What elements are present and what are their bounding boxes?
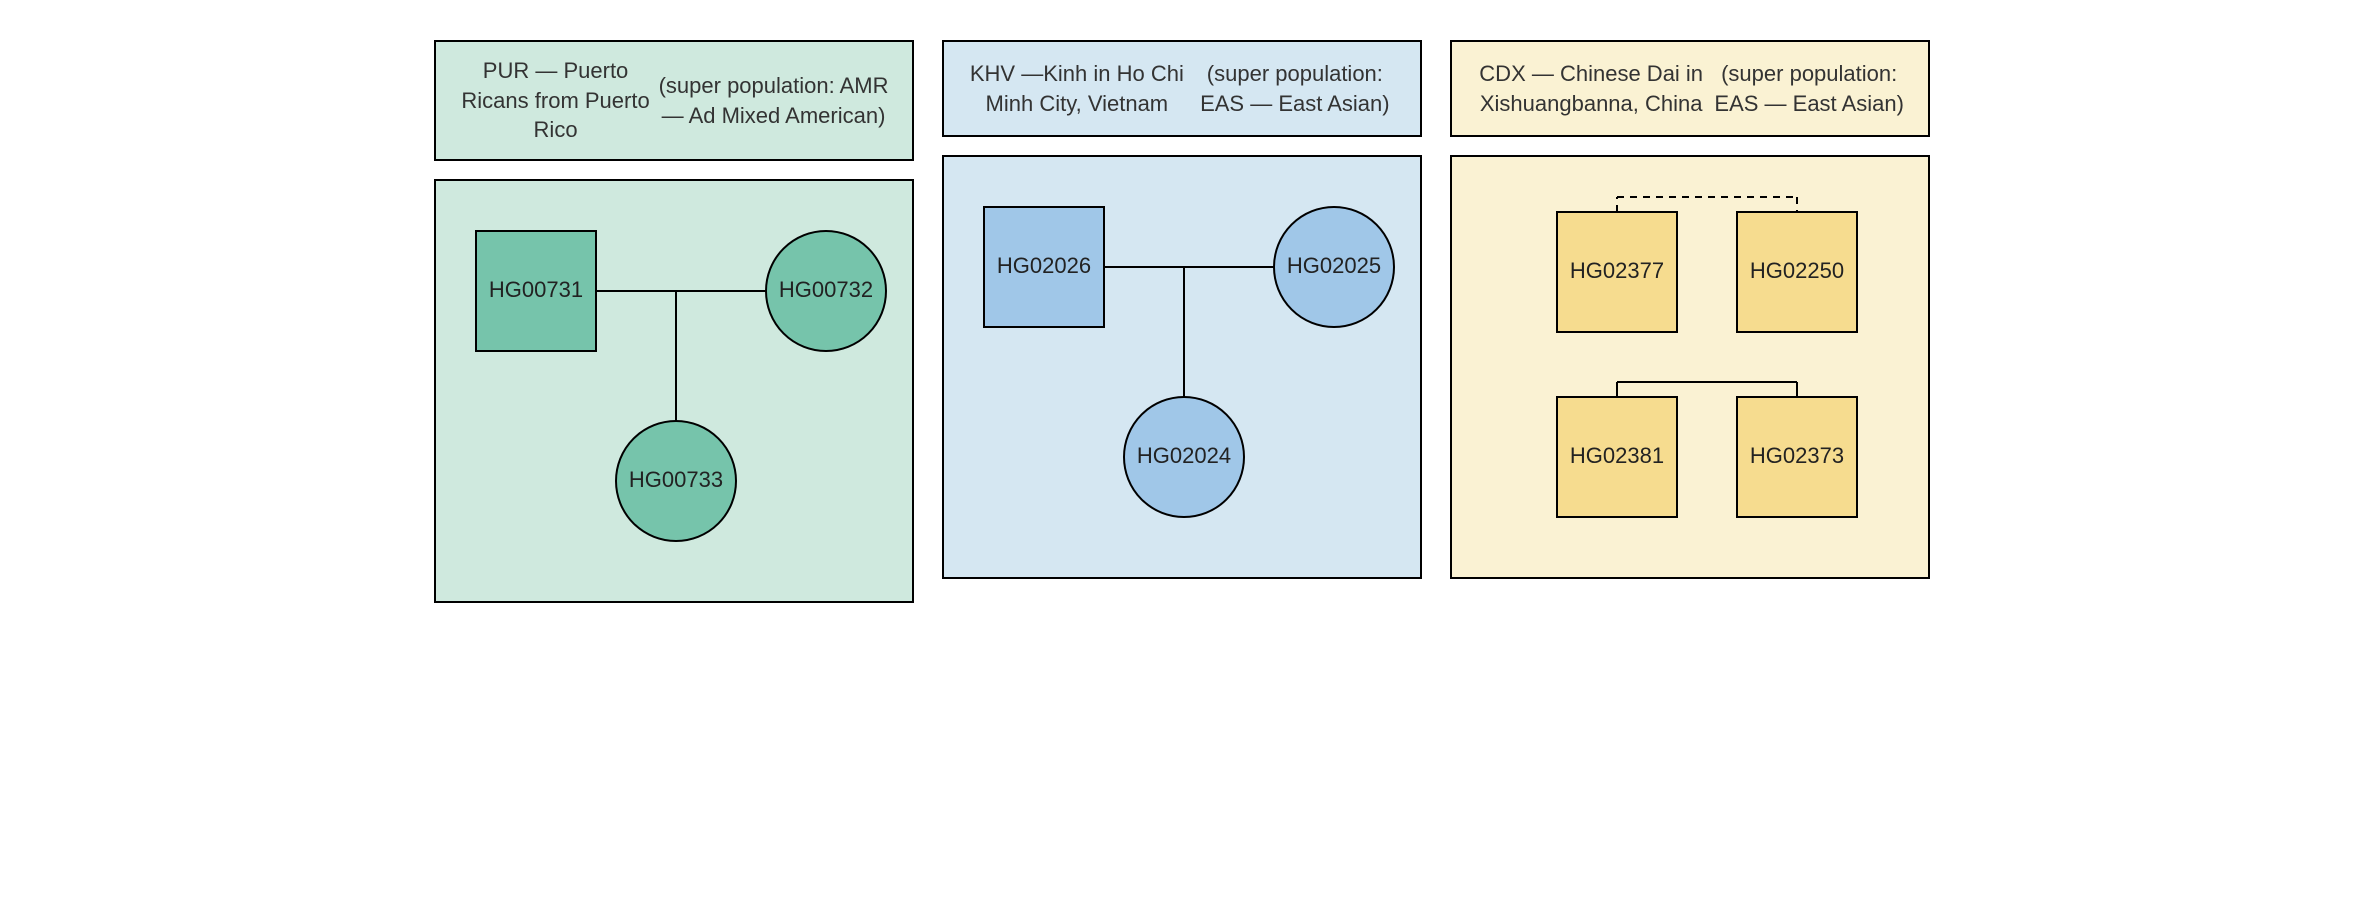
- pedigree-svg: HG02026 HG02025 HG02024: [944, 157, 1420, 573]
- node-label: HG02025: [1286, 253, 1380, 278]
- panel-cdx: CDX — Chinese Dai in Xishuangbanna, Chin…: [1450, 40, 1930, 603]
- panel-diagram: HG02026 HG02025 HG02024: [942, 155, 1422, 579]
- node-label: HG02373: [1749, 443, 1843, 468]
- node-label: HG02381: [1569, 443, 1663, 468]
- panel-pur: PUR — Puerto Ricans from Puerto Rico(sup…: [434, 40, 914, 603]
- node-label: HG02026: [996, 253, 1090, 278]
- panel-header: PUR — Puerto Ricans from Puerto Rico(sup…: [434, 40, 914, 161]
- panel-header: CDX — Chinese Dai in Xishuangbanna, Chin…: [1450, 40, 1930, 137]
- pedigree-svg: HG02377 HG02250 HG02381 HG02373: [1452, 157, 1928, 573]
- node-label: HG02250: [1749, 258, 1843, 283]
- pedigree-svg: HG00731 HG00732 HG00733: [436, 181, 912, 597]
- node-label: HG00731: [488, 277, 582, 302]
- panel-diagram: HG02377 HG02250 HG02381 HG02373: [1450, 155, 1930, 579]
- node-label: HG02377: [1569, 258, 1663, 283]
- panel-header: KHV —Kinh in Ho Chi Minh City, Vietnam(s…: [942, 40, 1422, 137]
- node-label: HG00733: [628, 467, 722, 492]
- panel-diagram: HG00731 HG00732 HG00733: [434, 179, 914, 603]
- node-label: HG00732: [778, 277, 872, 302]
- panel-khv: KHV —Kinh in Ho Chi Minh City, Vietnam(s…: [942, 40, 1422, 603]
- node-label: HG02024: [1136, 443, 1230, 468]
